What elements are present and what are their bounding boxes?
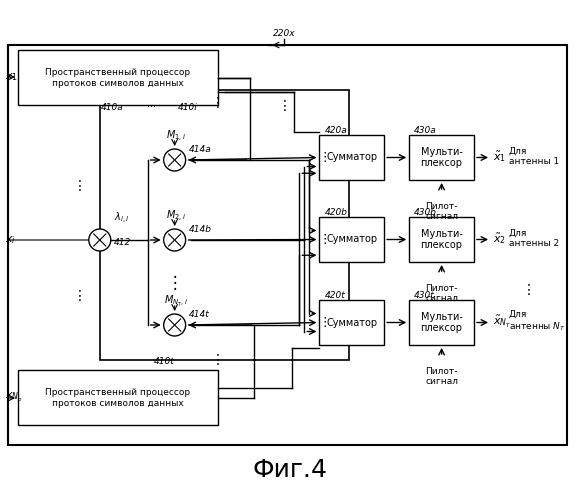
Text: $x_1$: $x_1$	[5, 71, 18, 83]
Text: Пространственный процессор
протоков символов данных: Пространственный процессор протоков симв…	[45, 388, 190, 407]
Text: $M_{2,i}$: $M_{2,i}$	[166, 209, 186, 224]
Text: Мульти-
плексор: Мульти- плексор	[421, 146, 463, 169]
Text: Для
антенны $N_T$: Для антенны $N_T$	[509, 310, 566, 333]
Circle shape	[164, 314, 186, 336]
Text: 414b: 414b	[189, 225, 212, 234]
Text: 410t: 410t	[154, 357, 175, 366]
Text: ⋮: ⋮	[166, 274, 183, 292]
Text: ⋮: ⋮	[522, 283, 536, 297]
Text: 412: 412	[113, 238, 131, 247]
Text: 420t: 420t	[324, 291, 345, 300]
Text: ⋮: ⋮	[73, 179, 87, 193]
Text: $\tilde{x}_2$: $\tilde{x}_2$	[493, 231, 506, 246]
Text: Пилот-
сигнал: Пилот- сигнал	[425, 367, 458, 386]
Text: Сумматор: Сумматор	[327, 234, 377, 244]
Text: Пространственный процессор
протоков символов данных: Пространственный процессор протоков симв…	[45, 68, 190, 87]
Text: Для
антенны 2: Для антенны 2	[509, 229, 559, 248]
Text: $x_i$: $x_i$	[5, 234, 16, 246]
Text: Пилот-
сигнал: Пилот- сигнал	[425, 284, 458, 304]
Text: $\tilde{x}_{N_T}$: $\tilde{x}_{N_T}$	[493, 314, 512, 330]
Text: ⋮: ⋮	[211, 96, 225, 110]
Text: 410i: 410i	[178, 103, 197, 112]
FancyBboxPatch shape	[320, 300, 384, 345]
Text: Фиг.4: Фиг.4	[253, 458, 328, 482]
Text: 420b: 420b	[324, 208, 347, 217]
FancyBboxPatch shape	[409, 217, 474, 262]
Circle shape	[164, 149, 186, 171]
FancyBboxPatch shape	[100, 90, 349, 360]
Text: 220x: 220x	[273, 29, 296, 38]
Text: $M_{N_T,i}$: $M_{N_T,i}$	[164, 294, 187, 309]
Text: $\lambda_{i,l}$: $\lambda_{i,l}$	[113, 211, 129, 226]
Text: Мульти-
плексор: Мульти- плексор	[421, 312, 463, 334]
FancyBboxPatch shape	[320, 217, 384, 262]
Text: Для
антенны 1: Для антенны 1	[509, 147, 559, 166]
Text: $\tilde{x}_1$: $\tilde{x}_1$	[493, 149, 506, 164]
Text: 410a: 410a	[101, 103, 123, 112]
Text: 430b: 430b	[414, 208, 437, 217]
FancyBboxPatch shape	[18, 50, 218, 105]
FancyBboxPatch shape	[18, 370, 218, 425]
FancyBboxPatch shape	[8, 45, 567, 445]
Text: 414t: 414t	[189, 310, 210, 319]
Text: ⋮: ⋮	[318, 151, 331, 164]
Text: ⋮: ⋮	[211, 353, 225, 367]
Text: ...: ...	[147, 99, 156, 109]
Text: Сумматор: Сумматор	[327, 152, 377, 162]
Text: ⋮: ⋮	[318, 233, 331, 246]
FancyBboxPatch shape	[409, 300, 474, 345]
Text: Мульти-
плексор: Мульти- плексор	[421, 228, 463, 250]
Text: 414a: 414a	[189, 145, 211, 154]
Circle shape	[89, 229, 111, 251]
Text: 430t: 430t	[414, 291, 435, 300]
FancyBboxPatch shape	[320, 135, 384, 180]
Text: $M_{1,i}$: $M_{1,i}$	[166, 129, 186, 144]
Text: ⋮: ⋮	[318, 316, 331, 329]
Text: ⋮: ⋮	[278, 99, 292, 113]
Text: ⋮: ⋮	[73, 289, 87, 303]
Text: 430a: 430a	[414, 126, 437, 135]
FancyBboxPatch shape	[409, 135, 474, 180]
Circle shape	[164, 229, 186, 251]
Text: 420a: 420a	[324, 126, 347, 135]
Text: $x_{N_p}$: $x_{N_p}$	[5, 391, 23, 405]
Text: Пилот-
сигнал: Пилот- сигнал	[425, 202, 458, 222]
Text: Сумматор: Сумматор	[327, 318, 377, 328]
